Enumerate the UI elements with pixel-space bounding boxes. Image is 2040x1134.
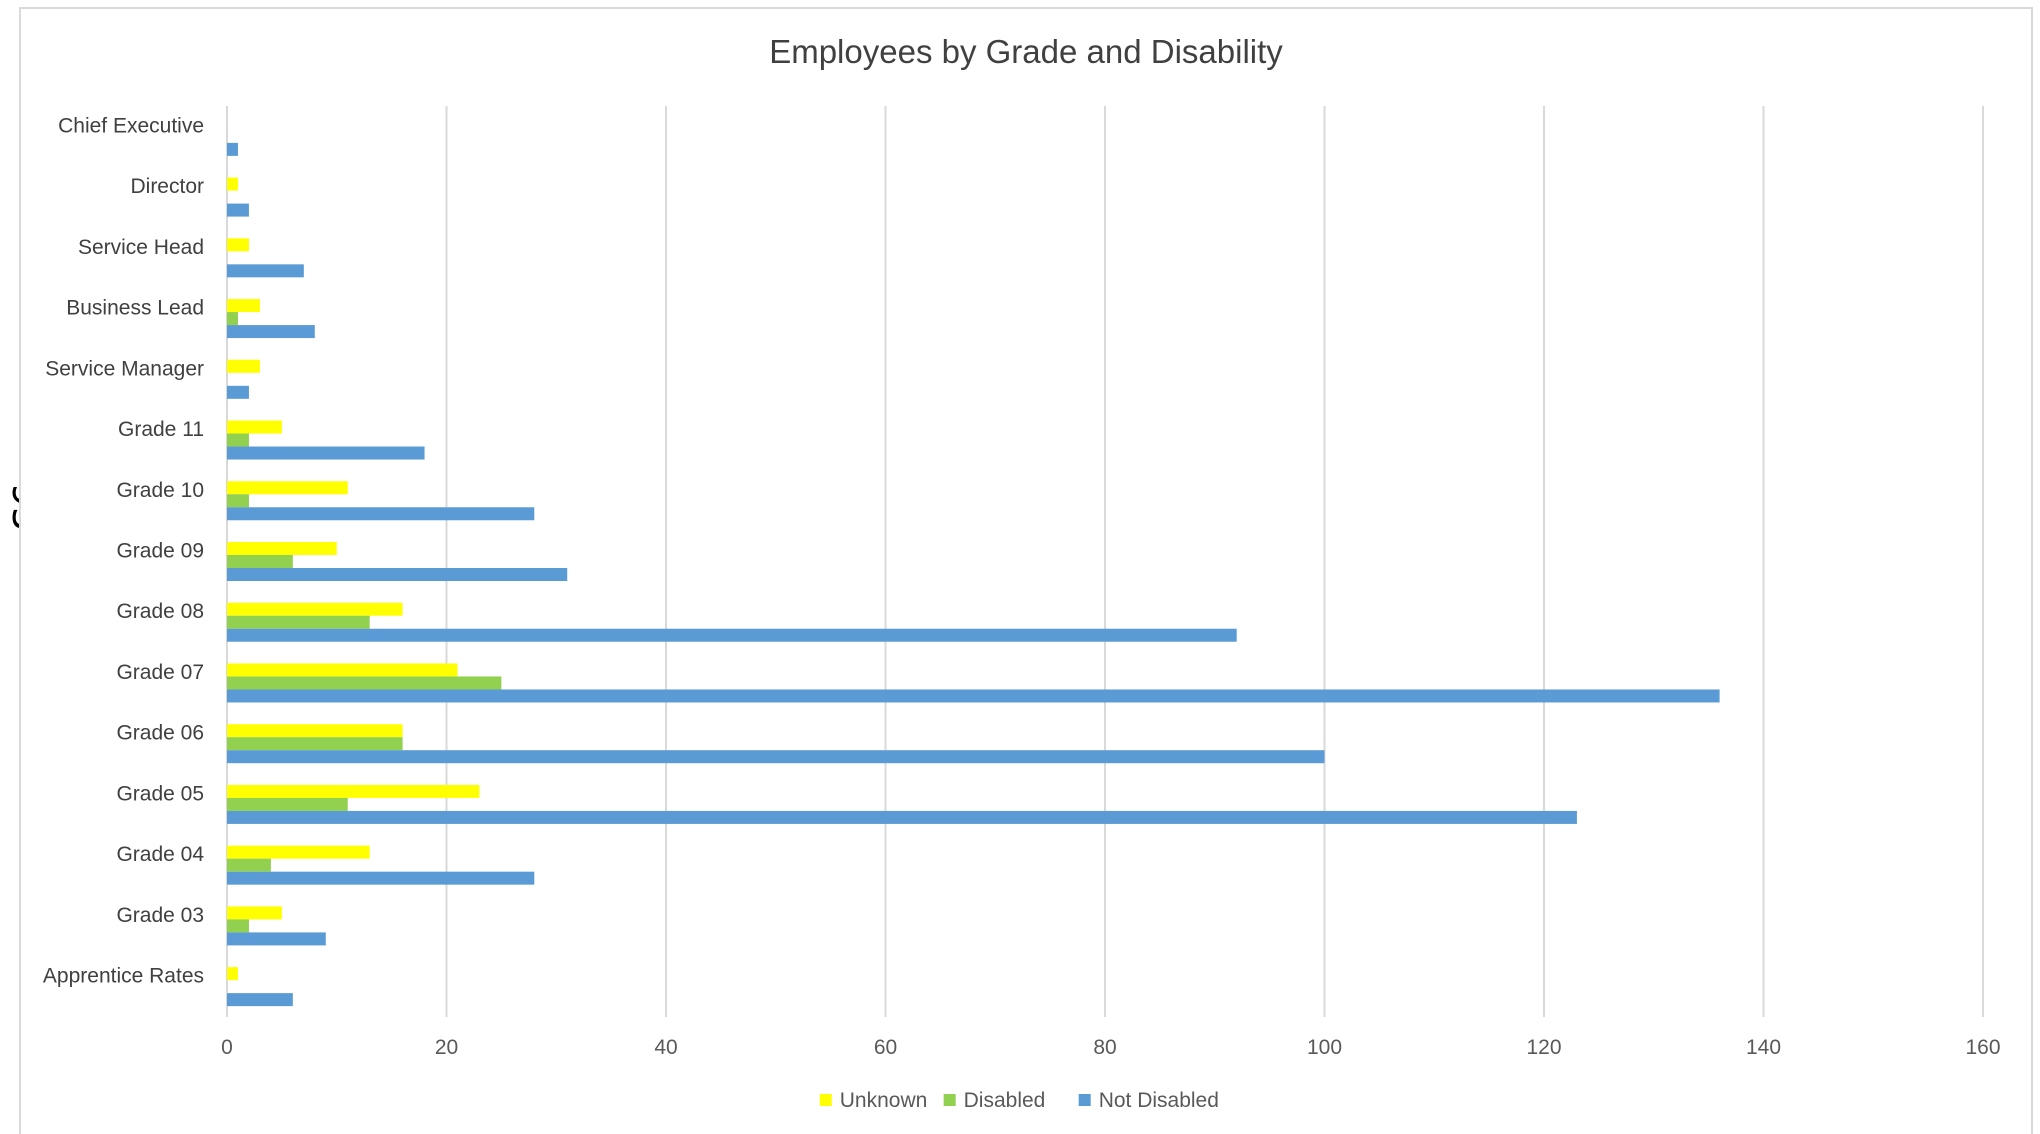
chart-title: Employees by Grade and Disability — [769, 33, 1283, 70]
bar-disabled — [227, 737, 403, 751]
category-label: Grade 09 — [116, 540, 204, 563]
bar-not-disabled — [227, 325, 315, 339]
bar-unknown — [227, 967, 238, 981]
bar-unknown — [227, 299, 260, 313]
bars — [227, 142, 1720, 1007]
bar-unknown — [227, 177, 238, 191]
category-label: Grade 03 — [116, 904, 204, 927]
bar-not-disabled — [227, 750, 1325, 764]
bar-unknown — [227, 420, 282, 434]
bar-unknown — [227, 602, 403, 616]
bar-unknown — [227, 845, 370, 859]
category-label: Grade 07 — [116, 661, 204, 684]
x-tick-label: 120 — [1526, 1036, 1561, 1059]
bar-not-disabled — [227, 871, 535, 885]
legend-swatch-unknown — [819, 1094, 832, 1106]
legend: Unknown Disabled Not Disabled — [819, 1089, 1219, 1112]
bar-not-disabled — [227, 993, 293, 1007]
bar-unknown — [227, 238, 249, 252]
legend-label-disabled: Disabled — [964, 1089, 1046, 1112]
bar-not-disabled — [227, 203, 249, 217]
category-label: Grade 06 — [116, 722, 204, 745]
x-tick-label: 100 — [1307, 1036, 1342, 1059]
bar-unknown — [227, 542, 337, 555]
bar-unknown — [227, 481, 348, 495]
bar-disabled — [227, 919, 249, 933]
legend-label-not-disabled: Not Disabled — [1099, 1089, 1219, 1112]
category-label: Apprentice Rates — [43, 965, 204, 988]
bar-disabled — [227, 676, 502, 690]
category-label: Grade 10 — [116, 479, 204, 502]
x-tick-label: 140 — [1746, 1036, 1781, 1059]
category-label: Director — [130, 175, 204, 198]
x-tick-label: 20 — [435, 1036, 458, 1059]
x-tick-label: 160 — [1965, 1036, 2000, 1059]
category-label: Grade 04 — [116, 843, 204, 866]
bar-not-disabled — [227, 568, 568, 581]
bar-unknown — [227, 784, 480, 798]
legend-swatch-not-disabled — [1078, 1094, 1091, 1106]
bar-disabled — [227, 797, 348, 811]
bar-disabled — [227, 494, 249, 508]
x-tick-label: 80 — [1093, 1036, 1116, 1059]
x-axis-ticks: 0 20 40 60 80 100 120 140 160 — [221, 1036, 2000, 1059]
bar-not-disabled — [227, 689, 1720, 703]
bar-disabled — [227, 615, 370, 629]
category-labels: Chief Executive Director Service Head Busin… — [43, 114, 204, 987]
category-label: Grade 08 — [116, 600, 204, 623]
category-label: Service Manager — [45, 357, 204, 380]
bar-unknown — [227, 724, 403, 738]
bar-unknown — [227, 663, 458, 677]
bar-unknown — [227, 359, 260, 373]
legend-swatch-disabled — [943, 1094, 956, 1106]
bar-not-disabled — [227, 142, 238, 156]
x-tick-label: 0 — [221, 1036, 233, 1059]
bar-disabled — [227, 858, 271, 872]
bar-not-disabled — [227, 932, 326, 946]
bar-not-disabled — [227, 446, 425, 460]
bar-not-disabled — [227, 628, 1237, 642]
x-tick-label: 60 — [874, 1036, 897, 1059]
bar-not-disabled — [227, 385, 249, 399]
bar-unknown — [227, 906, 282, 920]
category-label: Business Lead — [66, 297, 204, 320]
category-label: Grade 05 — [116, 782, 204, 805]
bar-disabled — [227, 312, 238, 326]
category-label: Service Head — [78, 236, 204, 259]
x-tick-label: 40 — [654, 1036, 677, 1059]
bar-disabled — [227, 433, 249, 447]
bar-not-disabled — [227, 810, 1577, 824]
bar-not-disabled — [227, 264, 304, 278]
bar-not-disabled — [227, 507, 535, 521]
bar-disabled — [227, 555, 293, 568]
category-label: Grade 11 — [118, 418, 204, 441]
category-label: Chief Executive — [58, 114, 204, 137]
legend-label-unknown: Unknown — [840, 1089, 928, 1112]
